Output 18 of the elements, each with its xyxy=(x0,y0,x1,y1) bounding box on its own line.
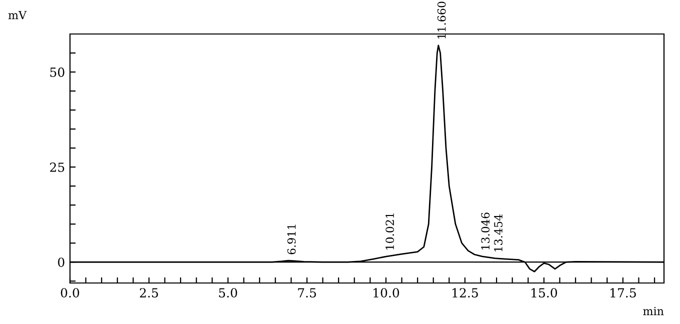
x-axis-title: min xyxy=(643,306,664,316)
x-tick-label: 17.5 xyxy=(610,288,636,298)
x-tick-label: 15.0 xyxy=(532,288,558,298)
annotation: 10.021 xyxy=(386,214,394,250)
x-tick-label: 12.5 xyxy=(452,288,478,298)
x-tick-label: 7.5 xyxy=(298,288,316,298)
annotation: 13.454 xyxy=(494,214,502,252)
y-tick-label: 25 xyxy=(50,162,64,172)
y-tick-label: 0 xyxy=(58,258,64,268)
x-tick-label: 10.0 xyxy=(374,288,400,298)
x-tick-label: 5.0 xyxy=(219,288,238,298)
x-tick-label: 2.5 xyxy=(140,288,158,298)
y-axis-title: mV xyxy=(8,10,27,20)
x-tick-label: 0.0 xyxy=(60,288,80,298)
annotation: 6.911 xyxy=(287,224,296,254)
annotation: 11.660 xyxy=(437,2,446,38)
y-tick-label: 50 xyxy=(50,67,64,77)
annotation: 13.046 xyxy=(481,212,490,250)
